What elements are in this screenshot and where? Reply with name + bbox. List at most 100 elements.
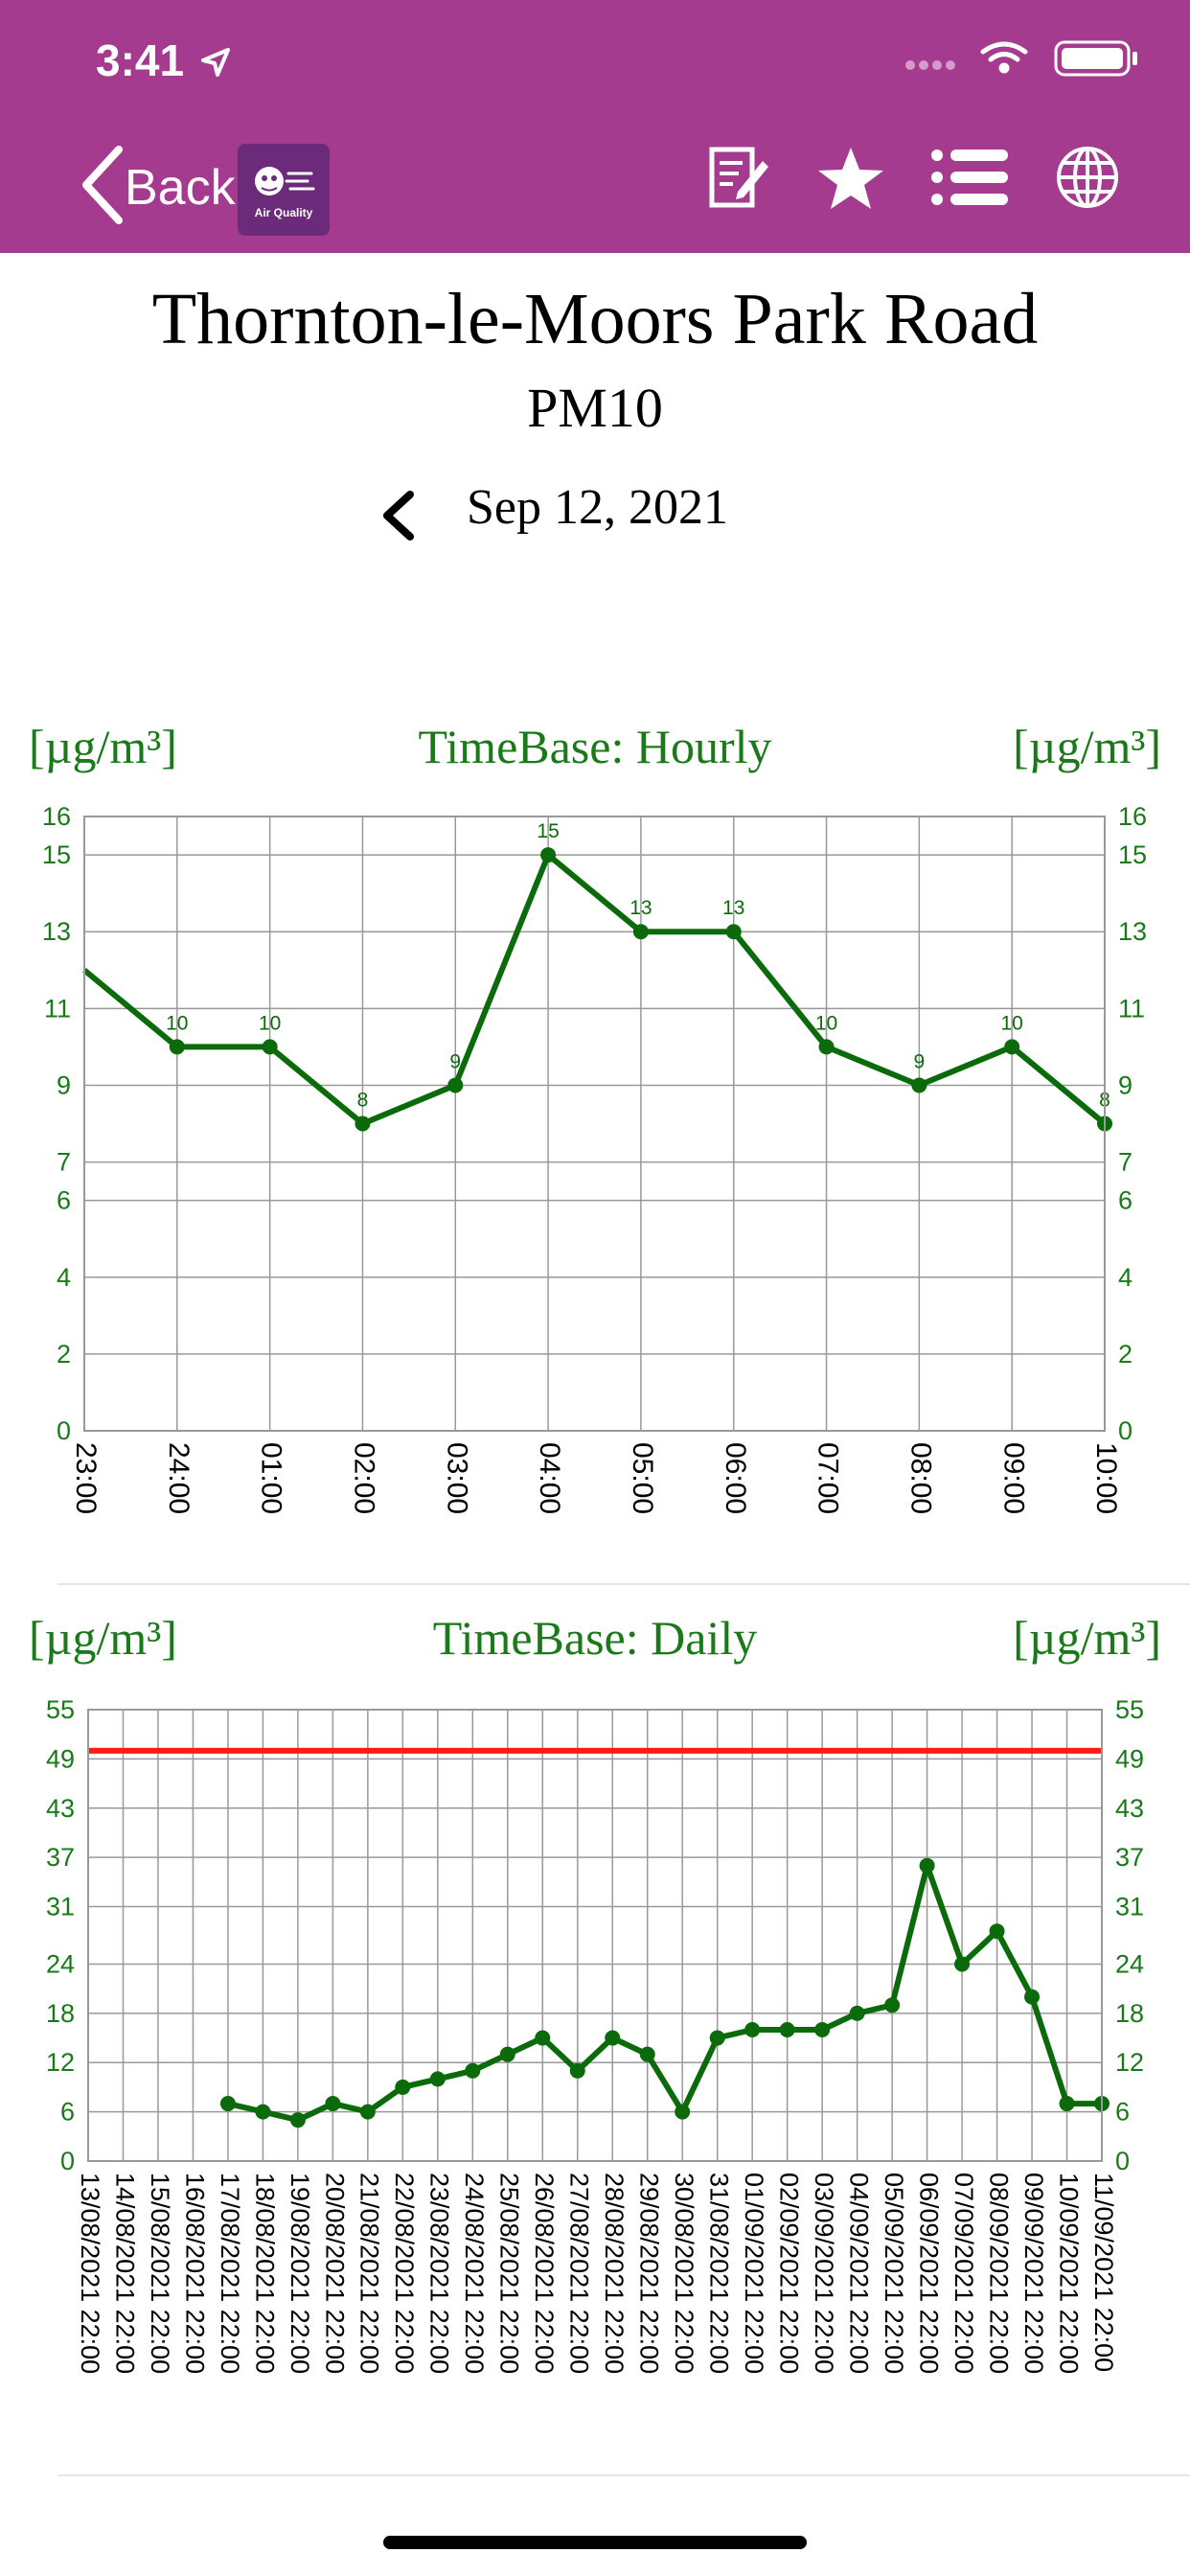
data-point — [1059, 2096, 1075, 2112]
y-tick-label-left: 55 — [46, 1695, 75, 1724]
chevron-left-icon — [82, 146, 123, 224]
data-point — [725, 924, 742, 940]
hourly-ylabel-left: [µg/m³] — [29, 720, 177, 773]
x-tick-label: 04/09/2021 22:00 — [844, 2173, 873, 2374]
y-tick-label-right: 7 — [1118, 1148, 1133, 1177]
x-tick-label: 02/09/2021 22:00 — [775, 2173, 804, 2374]
daily-ylabel-left: [µg/m³] — [29, 1611, 177, 1665]
hourly-chart-title: TimeBase: Hourly — [418, 720, 772, 773]
data-label: 13 — [722, 897, 744, 919]
y-tick-label-left: 9 — [57, 1070, 71, 1099]
plot-frame — [83, 816, 1106, 1432]
data-point — [447, 1077, 464, 1093]
data-point — [429, 2071, 446, 2087]
x-tick-label: 01/09/2021 22:00 — [740, 2173, 768, 2374]
data-point — [325, 2096, 341, 2112]
data-label: 15 — [537, 820, 559, 842]
x-tick-label: 25/08/2021 22:00 — [495, 2173, 524, 2374]
data-point — [954, 1956, 971, 1972]
x-tick-label: 09/09/2021 22:00 — [1019, 2173, 1048, 2374]
x-tick-label: 29/08/2021 22:00 — [635, 2173, 664, 2374]
y-tick-label-left: 49 — [46, 1744, 75, 1773]
data-point — [569, 2062, 585, 2079]
x-tick-label: 03/09/2021 22:00 — [810, 2173, 838, 2374]
x-tick-label: 01:00 — [256, 1442, 287, 1514]
wifi-icon — [980, 41, 1028, 74]
x-tick-label: 23/08/2021 22:00 — [425, 2173, 454, 2374]
hourly-ylabel-right: [µg/m³] — [1013, 720, 1161, 773]
x-tick-label: 13/08/2021 22:00 — [76, 2173, 104, 2374]
chevron-left-icon — [383, 491, 414, 540]
x-tick-label: 24/08/2021 22:00 — [460, 2173, 489, 2374]
y-tick-label-right: 4 — [1118, 1263, 1133, 1292]
notes-button[interactable] — [707, 144, 770, 216]
y-tick-label-right: 6 — [1118, 1186, 1133, 1215]
back-button[interactable] — [79, 144, 126, 231]
y-tick-label-left: 43 — [46, 1794, 75, 1823]
x-tick-label: 28/08/2021 22:00 — [600, 2173, 629, 2374]
y-tick-label-left: 12 — [46, 2048, 75, 2077]
data-point — [395, 2079, 411, 2095]
station-title: Thornton-le-Moors Park Road — [151, 279, 1039, 359]
app-logo: Air Quality — [238, 144, 330, 236]
data-label: 10 — [1001, 1012, 1023, 1034]
x-tick-label: 21/08/2021 22:00 — [355, 2173, 384, 2374]
list-icon — [931, 150, 1008, 205]
x-tick-label: 08/09/2021 22:00 — [984, 2173, 1013, 2374]
y-tick-label-left: 7 — [57, 1148, 71, 1177]
data-point — [169, 1039, 185, 1055]
x-tick-label: 10:00 — [1090, 1442, 1122, 1514]
app-logo-icon — [255, 167, 315, 196]
y-tick-label-right: 43 — [1115, 1794, 1144, 1823]
hourly-chart: 0 0 2 2 4 4 6 6 7 7 9 9 11 11 13 13 15 15 16 16 23:00 24:00 01… — [42, 802, 1147, 1514]
data-label: 9 — [914, 1050, 926, 1072]
y-tick-label-left: 4 — [57, 1263, 71, 1292]
signal-icon — [905, 60, 955, 70]
y-tick-label-right: 24 — [1115, 1949, 1144, 1978]
x-tick-label: 07:00 — [812, 1442, 844, 1514]
y-tick-label-right: 49 — [1115, 1744, 1144, 1773]
data-label: 10 — [815, 1012, 837, 1034]
data-point — [1004, 1039, 1020, 1055]
x-tick-label: 08:00 — [904, 1442, 936, 1514]
data-label: 8 — [357, 1090, 369, 1112]
chart-separator — [57, 1583, 1190, 1585]
star-icon — [818, 148, 883, 209]
data-point — [989, 1923, 1005, 1940]
bottom-separator — [57, 2474, 1190, 2476]
previous-date-button[interactable] — [378, 489, 422, 547]
favorite-button[interactable] — [816, 144, 885, 218]
globe-button[interactable] — [1054, 144, 1121, 216]
x-tick-label: 24:00 — [163, 1442, 195, 1514]
data-point — [919, 1857, 935, 1874]
data-point — [849, 2005, 865, 2021]
data-label: 13 — [629, 897, 652, 919]
data-point — [262, 1039, 278, 1055]
y-tick-label-left: 37 — [46, 1843, 75, 1872]
y-tick-label-right: 0 — [1115, 2147, 1130, 2175]
y-tick-label-left: 13 — [42, 917, 71, 946]
data-point — [499, 2046, 515, 2062]
x-tick-label: 20/08/2021 22:00 — [320, 2173, 349, 2374]
battery-icon — [1054, 40, 1137, 77]
data-label: 9 — [449, 1050, 461, 1072]
list-button[interactable] — [929, 144, 1012, 216]
y-tick-label-right: 16 — [1118, 802, 1147, 831]
data-point — [744, 2021, 761, 2037]
x-tick-label: 22/08/2021 22:00 — [390, 2173, 419, 2374]
data-point — [289, 2112, 306, 2128]
data-point — [779, 2021, 795, 2037]
x-tick-label: 19/08/2021 22:00 — [286, 2173, 314, 2374]
back-label[interactable]: Back — [125, 160, 236, 216]
x-tick-label: 14/08/2021 22:00 — [110, 2173, 139, 2374]
y-tick-label-left: 24 — [46, 1949, 75, 1978]
data-point — [465, 2062, 481, 2079]
notes-icon — [709, 147, 768, 208]
y-tick-label-right: 37 — [1115, 1843, 1144, 1872]
x-tick-label: 06/09/2021 22:00 — [914, 2173, 943, 2374]
x-tick-label: 17/08/2021 22:00 — [216, 2173, 244, 2374]
y-tick-label-right: 2 — [1118, 1340, 1133, 1368]
x-tick-label: 09:00 — [997, 1442, 1029, 1514]
series-line — [82, 852, 1107, 1127]
series-line — [227, 1862, 1102, 2124]
